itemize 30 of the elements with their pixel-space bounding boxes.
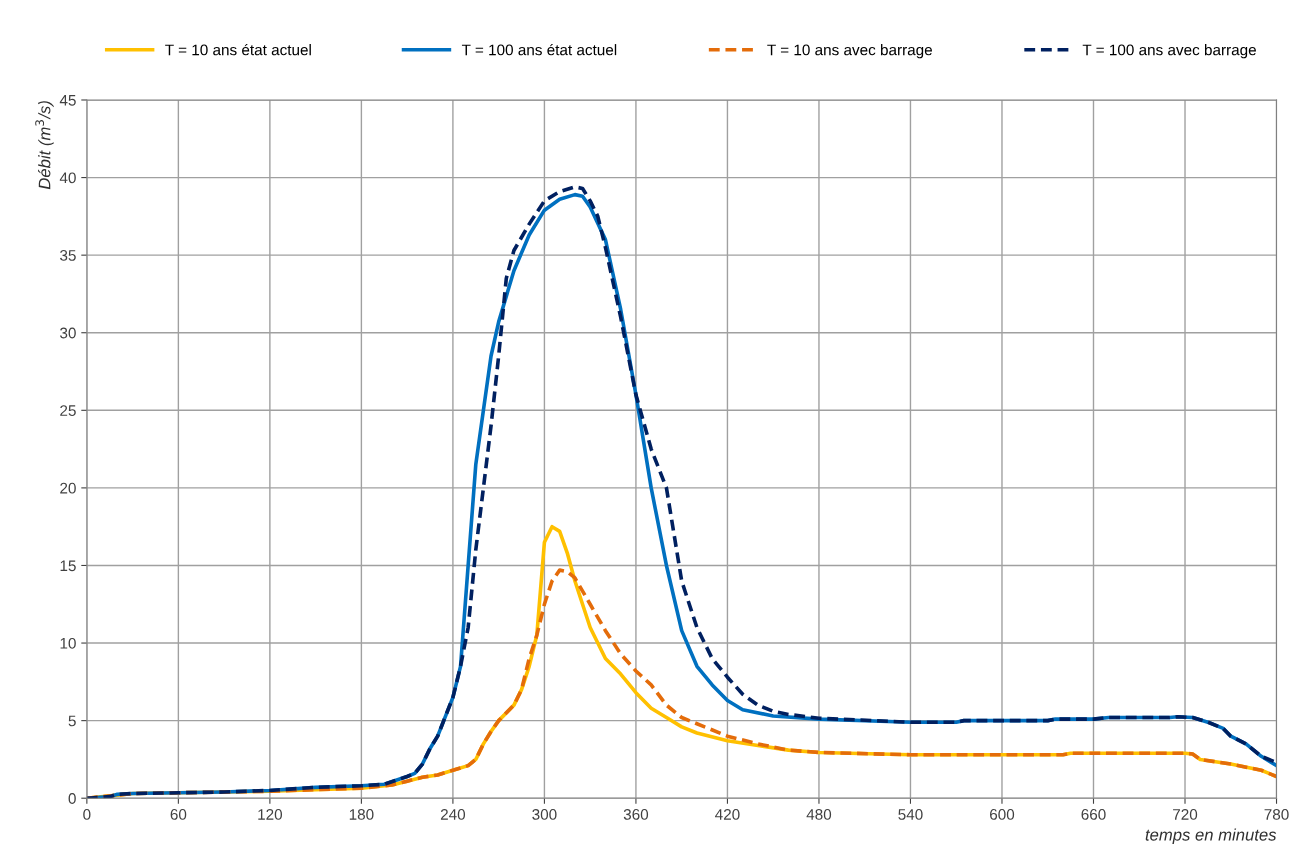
legend-label: T = 100 ans avec barrage [1082, 44, 1256, 59]
y-tick-label: 25 [60, 405, 76, 416]
x-tick-label: 120 [258, 809, 283, 820]
x-tick-label: 600 [990, 809, 1015, 820]
x-tick-label: 540 [898, 809, 923, 820]
y-tick-label: 35 [60, 250, 76, 261]
x-tick-label: 240 [440, 809, 466, 820]
y-axis-title: Débit (m$^{3}$/s) [35, 101, 54, 190]
x-tick-label: 720 [1173, 809, 1198, 820]
legend-label: T = 100 ans état actuel [461, 43, 617, 56]
x-tick-label: 480 [806, 809, 832, 820]
legend-label: T = 10 ans état actuel [165, 43, 311, 56]
x-tick-label: 420 [715, 809, 740, 820]
y-tick-label: 40 [59, 172, 76, 184]
x-tick-label: 660 [1081, 809, 1106, 820]
y-tick-label: 10 [60, 637, 76, 649]
x-tick-label: 780 [1264, 809, 1289, 820]
y-tick-label: 45 [59, 95, 76, 106]
y-tick-label: 30 [60, 327, 76, 339]
x-axis-title: temps en minutes [1145, 828, 1277, 844]
x-tick-label: 300 [532, 809, 557, 820]
x-tick-label: 60 [170, 809, 187, 820]
x-tick-label: 360 [623, 809, 649, 820]
x-tick-label: 180 [349, 809, 374, 820]
legend-label: T = 10 ans avec barrage [767, 44, 932, 59]
y-tick-label: 20 [60, 482, 76, 494]
y-tick-label: 0 [68, 793, 76, 804]
x-tick-label: 0 [83, 809, 91, 820]
y-tick-label: 5 [68, 715, 76, 727]
y-tick-label: 15 [60, 560, 76, 572]
